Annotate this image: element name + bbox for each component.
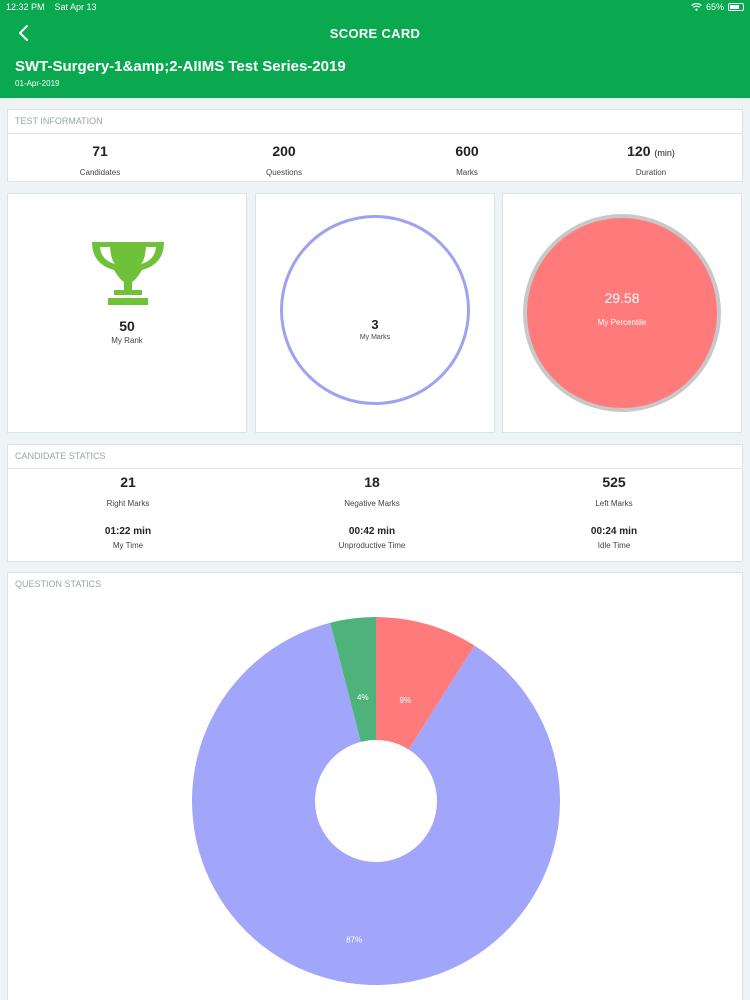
page-title: SCORE CARD xyxy=(329,26,421,41)
stat-value: 71 xyxy=(92,143,108,159)
rank-label: My Rank xyxy=(111,336,143,345)
stat-value: 525 xyxy=(602,474,626,490)
candidates-stat: 71 Candidates xyxy=(50,143,150,177)
test-date: 01-Apr-2019 xyxy=(15,79,60,88)
status-time: 12:32 PM xyxy=(6,2,45,12)
battery-icon xyxy=(728,3,744,11)
stat-label: Questions xyxy=(265,168,303,177)
stat-label: My Time xyxy=(112,541,144,550)
test-name: SWT-Surgery-1&amp;2-AIIMS Test Series-20… xyxy=(15,58,346,75)
pie-slice-label: 87% xyxy=(346,935,362,944)
question-statics-card: QUESTION STATICS 9% 87% 4% xyxy=(7,572,743,1000)
stat-value: 00:24 min xyxy=(590,526,638,537)
divider xyxy=(8,133,742,134)
card-title: TEST INFORMATION xyxy=(15,116,103,126)
stat-label: Duration xyxy=(635,168,667,177)
stat-value: 21 xyxy=(120,474,136,490)
trophy-icon xyxy=(92,242,164,305)
nav-bar: SCORE CARD xyxy=(0,14,750,52)
back-arrow-icon[interactable] xyxy=(14,23,34,43)
status-date: Sat Apr 13 xyxy=(54,2,97,12)
marks-label: My Marks xyxy=(359,334,391,341)
candidate-statics-card: CANDIDATE STATICS 21 Right Marks 18 Nega… xyxy=(7,444,743,562)
duration-value: 120 xyxy=(627,143,651,159)
stat-label: Negative Marks xyxy=(344,499,400,508)
question-pie-chart: 9% 87% 4% xyxy=(192,617,560,985)
stat-value: 18 xyxy=(364,474,380,490)
stat-label: Unproductive Time xyxy=(338,541,406,550)
duration-stat: 120 (min) Duration xyxy=(601,143,701,177)
left-marks-stat: 525 Left Marks xyxy=(544,474,684,508)
card-title: QUESTION STATICS xyxy=(15,579,102,589)
divider xyxy=(8,468,742,469)
rank-value: 50 xyxy=(119,318,135,334)
test-information-card: TEST INFORMATION 71 Candidates 200 Quest… xyxy=(7,109,743,182)
stat-value: 120 (min) xyxy=(601,143,701,159)
questions-stat: 200 Questions xyxy=(234,143,334,177)
percentile-circle: 29.58 My Percentile xyxy=(523,214,721,412)
unproductive-time-stat: 00:42 min Unproductive Time xyxy=(302,526,442,550)
negative-marks-stat: 18 Negative Marks xyxy=(302,474,442,508)
wifi-icon xyxy=(691,3,702,11)
pie-slice-label: 9% xyxy=(400,696,412,705)
pie-slice-label: 4% xyxy=(357,693,369,702)
test-header: SWT-Surgery-1&amp;2-AIIMS Test Series-20… xyxy=(0,52,750,98)
duration-unit: (min) xyxy=(654,148,675,158)
marks-stat: 600 Marks xyxy=(417,143,517,177)
right-marks-stat: 21 Right Marks xyxy=(58,474,198,508)
battery-percent: 65% xyxy=(705,2,724,12)
percentile-value: 29.58 xyxy=(604,290,640,306)
marks-card: 3 My Marks xyxy=(255,193,495,433)
pie-center-hole xyxy=(315,740,437,862)
stat-label: Candidates xyxy=(79,168,121,177)
stat-label: Left Marks xyxy=(595,499,633,508)
stat-value: 01:22 min xyxy=(104,526,152,537)
marks-ring xyxy=(280,215,470,405)
stat-label: Idle Time xyxy=(597,541,631,550)
my-time-stat: 01:22 min My Time xyxy=(58,526,198,550)
idle-time-stat: 00:24 min Idle Time xyxy=(544,526,684,550)
card-title: CANDIDATE STATICS xyxy=(15,451,106,461)
stat-label: Marks xyxy=(456,168,478,177)
percentile-card: 29.58 My Percentile xyxy=(502,193,742,433)
stat-value: 00:42 min xyxy=(348,526,396,537)
rank-card: 50 My Rank xyxy=(7,193,247,433)
marks-value: 3 xyxy=(371,317,379,332)
stat-label: Right Marks xyxy=(106,499,150,508)
percentile-label: My Percentile xyxy=(597,318,647,327)
stat-value: 600 xyxy=(455,143,479,159)
stat-value: 200 xyxy=(272,143,296,159)
status-bar: 12:32 PM Sat Apr 13 65% xyxy=(0,0,750,14)
